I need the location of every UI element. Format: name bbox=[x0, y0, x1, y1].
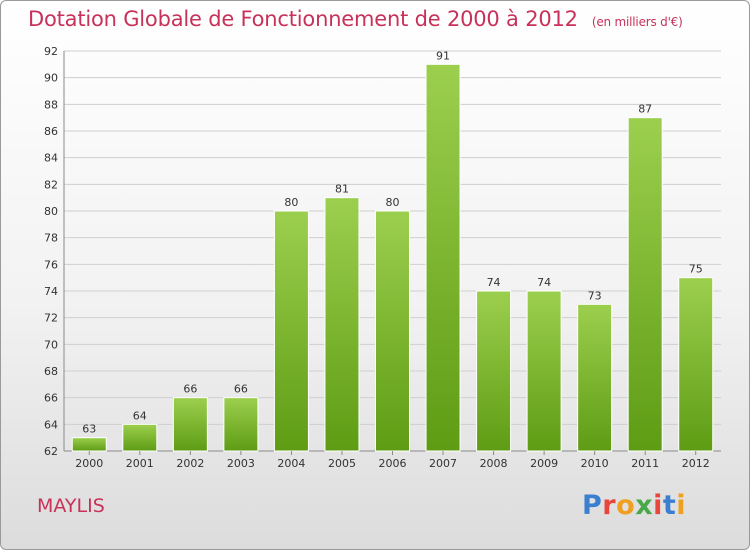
y-tick-label: 80 bbox=[44, 205, 58, 218]
y-tick-label: 88 bbox=[44, 98, 58, 111]
bar-value-label: 66 bbox=[183, 383, 197, 396]
bar-2007 bbox=[425, 63, 461, 452]
y-tick-label: 84 bbox=[44, 152, 58, 165]
bar-2000 bbox=[71, 437, 107, 452]
bar-2011 bbox=[627, 117, 663, 452]
bar-value-label: 91 bbox=[436, 49, 450, 62]
bar-value-label: 81 bbox=[335, 183, 349, 196]
bar-value-label: 64 bbox=[133, 409, 147, 422]
x-tick-label: 2006 bbox=[379, 457, 407, 470]
y-tick-label: 74 bbox=[44, 285, 58, 298]
x-tick-label: 2001 bbox=[126, 457, 154, 470]
y-tick-label: 76 bbox=[44, 258, 58, 271]
y-tick-label: 62 bbox=[44, 445, 58, 458]
logo-letter: x bbox=[635, 490, 654, 521]
bars: 63 64 66 66 80 81 80 91 74 74 73 87 75 bbox=[71, 49, 714, 452]
x-tick-label: 2005 bbox=[328, 457, 356, 470]
bar-2001 bbox=[122, 423, 158, 452]
x-tick-label: 2010 bbox=[581, 457, 609, 470]
chart-subtitle: (en milliers d'€) bbox=[591, 15, 683, 29]
bar-2005 bbox=[324, 197, 360, 452]
logo-letter: o bbox=[616, 490, 636, 521]
logo-letter: i bbox=[676, 490, 687, 521]
y-tick-label: 90 bbox=[44, 72, 58, 85]
y-tick-label: 72 bbox=[44, 312, 58, 325]
x-tick-label: 2008 bbox=[480, 457, 508, 470]
bar-value-label: 80 bbox=[284, 196, 298, 209]
x-tick-label: 2002 bbox=[176, 457, 204, 470]
x-tick-label: 2000 bbox=[75, 457, 103, 470]
bar-value-label: 87 bbox=[638, 103, 652, 116]
bar-2004 bbox=[273, 210, 309, 452]
x-tick-label: 2003 bbox=[227, 457, 255, 470]
logo-letter: t bbox=[662, 490, 677, 521]
x-tick-label: 2009 bbox=[530, 457, 558, 470]
bar-value-label: 75 bbox=[689, 263, 703, 276]
proxiti-logo[interactable]: Proxiti bbox=[582, 490, 686, 521]
chart-title-text: Dotation Globale de Fonctionnement de 20… bbox=[28, 7, 578, 31]
bar-value-label: 74 bbox=[537, 276, 551, 289]
x-tick-label: 2007 bbox=[429, 457, 457, 470]
bar-value-label: 73 bbox=[588, 289, 602, 302]
x-tick-label: 2011 bbox=[631, 457, 659, 470]
x-tick-label: 2004 bbox=[277, 457, 305, 470]
bar-2006 bbox=[375, 210, 410, 452]
logo-letter: P bbox=[582, 490, 603, 521]
logo-letter: i bbox=[653, 490, 663, 521]
bar-value-label: 74 bbox=[487, 276, 501, 289]
chart-title: Dotation Globale de Fonctionnement de 20… bbox=[28, 7, 683, 31]
bar-value-label: 63 bbox=[82, 423, 96, 436]
y-tick-label: 86 bbox=[44, 125, 58, 138]
y-tick-label: 92 bbox=[44, 45, 58, 58]
bar-value-label: 80 bbox=[386, 196, 400, 209]
logo-letter: r bbox=[602, 490, 617, 521]
bar-2002 bbox=[172, 397, 208, 452]
x-axis-labels: 2000 2001 2002 2003 2004 2005 2006 2007 2008 2009… bbox=[75, 451, 710, 470]
y-tick-label: 78 bbox=[44, 232, 58, 245]
town-name: MAYLIS bbox=[37, 495, 105, 517]
bar-2009 bbox=[526, 290, 562, 452]
y-axis: 62 64 66 68 70 72 74 76 78 80 82 84 86 88 90 92 bbox=[44, 45, 721, 458]
bar-value-label: 66 bbox=[234, 383, 248, 396]
y-tick-label: 82 bbox=[44, 178, 58, 191]
y-tick-label: 68 bbox=[44, 365, 58, 378]
bar-2008 bbox=[476, 290, 512, 452]
x-tick-label: 2012 bbox=[682, 457, 710, 470]
bar-2010 bbox=[577, 303, 613, 452]
y-tick-label: 64 bbox=[44, 418, 58, 431]
bar-2003 bbox=[223, 397, 259, 452]
y-tick-label: 66 bbox=[44, 392, 58, 405]
bar-2012 bbox=[678, 277, 714, 452]
y-tick-label: 70 bbox=[44, 338, 58, 351]
